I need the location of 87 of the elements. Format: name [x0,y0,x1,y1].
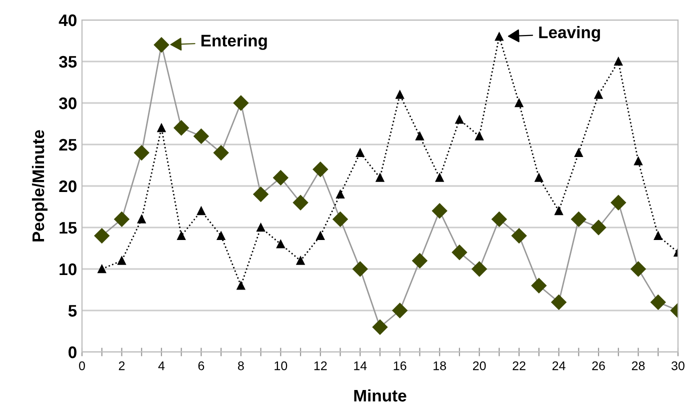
point [495,32,504,41]
point [114,212,130,227]
x-tick-label: 28 [632,361,645,370]
point [336,190,344,198]
point [194,128,209,144]
point [455,115,464,124]
point [452,244,468,260]
point [233,95,249,111]
y-tick-label: 15 [60,222,77,234]
point [554,206,563,216]
x-tick-label: 30 [672,361,684,370]
point [531,278,547,294]
y-tick-label: 5 [68,305,77,317]
y-tick-label: 35 [58,56,77,68]
y-tick-label: 0 [68,346,76,358]
legend-label: Entering [201,34,267,50]
point [376,174,384,182]
x-tick-label: 2 [118,361,125,370]
point [614,57,623,66]
x-tick-label: 10 [274,361,288,370]
point [630,261,646,277]
x-tick-label: 6 [198,361,204,370]
point [98,264,106,274]
point [594,90,603,99]
point [296,256,305,265]
point [134,145,150,160]
point [511,228,527,244]
point [654,232,662,240]
point [356,148,364,157]
point [137,215,146,224]
point [571,212,586,227]
point [472,261,487,277]
point [372,320,388,335]
x-tick-label: 22 [512,361,526,370]
point [292,195,308,210]
point [352,261,368,277]
point [256,223,265,232]
point [276,240,285,248]
point [435,174,444,182]
point [392,302,408,318]
x-tick-label: 16 [394,361,406,370]
point [475,132,484,140]
point [514,98,524,108]
y-tick-label: 40 [58,14,76,26]
point [253,186,268,202]
point [154,37,170,52]
point [634,156,642,166]
point [412,253,428,268]
point [213,145,229,160]
y-axis-title: People/Minute [32,130,48,242]
point [157,124,166,132]
y-tick-label: 10 [60,263,76,276]
point [94,228,110,244]
point [332,212,348,227]
legend-label: Leaving [539,26,600,42]
x-tick-label: 18 [434,361,446,370]
point [610,195,626,210]
x-tick-label: 12 [314,361,327,370]
point [432,203,448,218]
point [396,90,404,99]
point [273,170,288,186]
point [316,232,325,240]
point [312,162,328,177]
point [492,212,507,227]
point [236,281,246,290]
point [650,294,666,310]
y-tick-label: 25 [59,138,77,151]
point [574,148,583,157]
point [177,232,186,240]
point [118,256,126,265]
point [416,132,424,140]
x-tick-label: 20 [473,361,486,370]
x-tick-label: 4 [158,361,165,370]
x-tick-label: 0 [79,361,85,370]
point [216,232,226,240]
x-tick-label: 14 [354,361,367,370]
x-tick-label: 8 [238,361,244,370]
point [174,120,189,136]
point [534,174,544,182]
y-tick-label: 30 [58,97,76,110]
x-tick-label: 24 [552,361,566,370]
x-axis-title: Minute [354,389,406,402]
x-tick-label: 26 [592,361,605,370]
point [551,294,566,310]
y-tick-label: 20 [59,180,76,192]
point [197,206,206,216]
point [590,220,606,236]
